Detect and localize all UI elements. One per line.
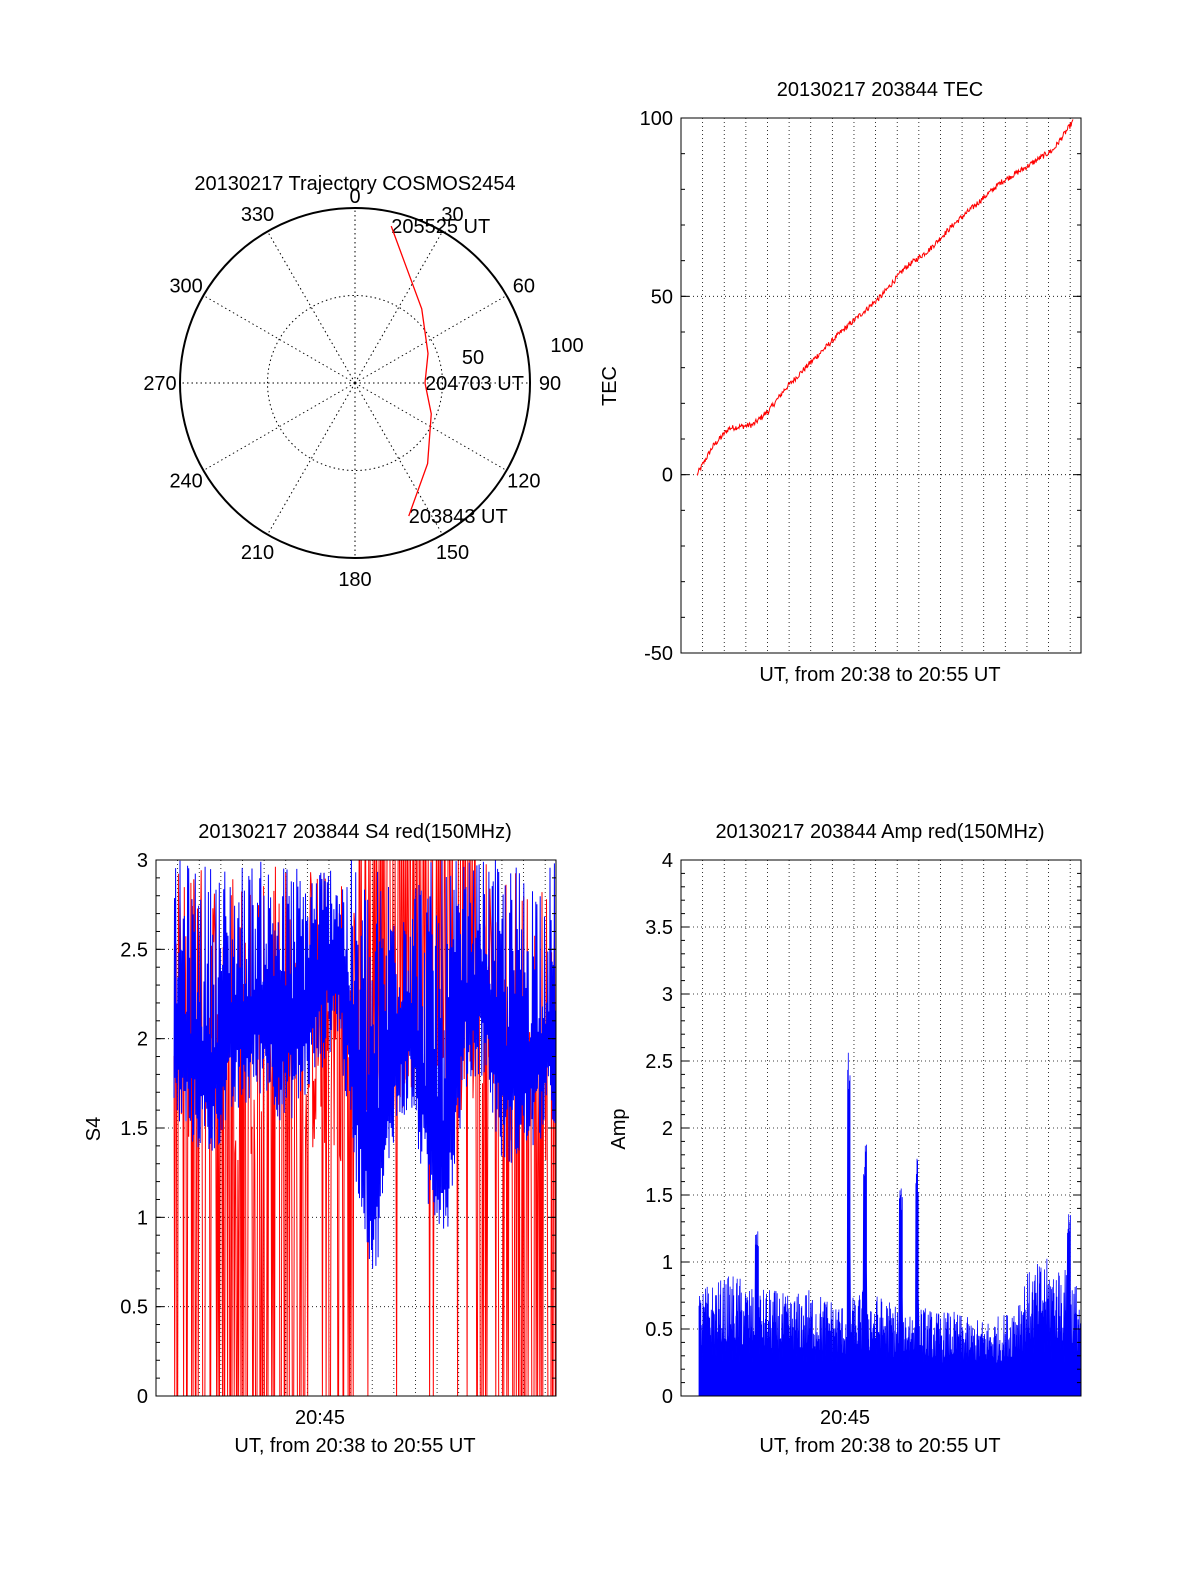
y-tick-label: 1 (137, 1207, 148, 1229)
polar-angle-label: 330 (241, 204, 274, 226)
amp-xlabel: UT, from 20:38 to 20:55 UT (759, 1435, 1000, 1457)
polar-grid (179, 207, 531, 559)
polar-spoke (203, 382, 356, 471)
trajectory-title: 20130217 Trajectory COSMOS2454 (194, 173, 515, 195)
s4-plot: 20130217 203844 S4 red(150MHz) UT, from … (83, 821, 557, 1457)
y-tick-label: 4 (662, 850, 673, 872)
tec-series (696, 119, 1074, 476)
polar-radius-label: 100 (550, 335, 583, 357)
polar-angle-label: 210 (241, 542, 274, 564)
polar-angle-label: 0 (349, 186, 360, 208)
polar-angle-label: 150 (436, 542, 469, 564)
y-tick-label: 2 (137, 1029, 148, 1051)
y-tick-label: 2.5 (120, 939, 148, 961)
tec-xlabel: UT, from 20:38 to 20:55 UT (759, 664, 1000, 686)
s4-series (173, 859, 557, 1397)
y-tick-label: 3 (662, 984, 673, 1006)
s4-ylabel: S4 (83, 1117, 105, 1141)
tec-grid (681, 118, 1081, 653)
trajectory-line (390, 225, 432, 517)
tec-plot: 20130217 203844 TEC UT, from 20:38 to 20… (599, 79, 1082, 686)
polar-ring (267, 295, 443, 471)
x-tick-label: 20:45 (820, 1407, 870, 1429)
y-tick-label: 2.5 (645, 1051, 673, 1073)
trajectory-time-label: 203843 UT (409, 506, 508, 528)
y-tick-label: 1 (662, 1252, 673, 1274)
amp-ticks: 0 0.5 1 1.5 2 2.5 3 3.5 4 20:45 (645, 850, 1081, 1429)
y-tick-label: 0 (662, 1386, 673, 1408)
polar-spoke (354, 295, 507, 384)
y-tick-label: 0 (137, 1386, 148, 1408)
polar-angle-label: 120 (507, 471, 540, 493)
tec-axes-frame (680, 117, 1082, 654)
y-tick-label: 3 (137, 850, 148, 872)
s4-title: 20130217 203844 S4 red(150MHz) (198, 821, 512, 843)
amp-bars (698, 1052, 1082, 1397)
amp-series (698, 1052, 1082, 1397)
polar-outer-circle (179, 207, 531, 559)
y-tick-label: 0 (662, 465, 673, 487)
y-tick-label: -50 (644, 643, 673, 665)
y-tick-label: 50 (651, 286, 673, 308)
polar-radius-label: 50 (462, 347, 484, 369)
s4-blue-line (173, 860, 557, 1269)
tec-ylabel: TEC (599, 366, 621, 406)
polar-angle-label: 60 (513, 276, 535, 298)
polar-angle-label: 180 (338, 569, 371, 591)
tec-line (696, 119, 1074, 476)
y-tick-label: 1.5 (645, 1185, 673, 1207)
polar-angle-label: 90 (539, 373, 561, 395)
amp-grid (681, 860, 1081, 1396)
y-tick-label: 0.5 (645, 1319, 673, 1341)
amp-title: 20130217 203844 Amp red(150MHz) (715, 821, 1044, 843)
y-tick-label: 1.5 (120, 1118, 148, 1140)
amp-plot: 20130217 203844 Amp red(150MHz) UT, from… (608, 821, 1082, 1457)
polar-angle-label: 270 (143, 373, 176, 395)
amp-base-fill (699, 1362, 1081, 1396)
trajectory-track (390, 225, 432, 517)
trajectory-polar-plot: 20130217 Trajectory COSMOS2454 0 30 60 90 12… (143, 173, 583, 591)
y-tick-label: 0.5 (120, 1297, 148, 1319)
tec-ticks: -50 0 50 100 (640, 108, 1081, 665)
trajectory-time-label: 205525 UT (391, 216, 490, 238)
x-tick-label: 20:45 (295, 1407, 345, 1429)
tec-title: 20130217 203844 TEC (777, 79, 983, 101)
polar-spoke (354, 231, 443, 384)
y-tick-label: 3.5 (645, 917, 673, 939)
s4-xlabel: UT, from 20:38 to 20:55 UT (234, 1435, 475, 1457)
trajectory-time-label: 204703 UT (425, 373, 524, 395)
y-tick-label: 2 (662, 1118, 673, 1140)
s4-ticks: 0 0.5 1 1.5 2 2.5 3 20:45 (120, 850, 556, 1429)
polar-labels: 0 30 60 90 120 150 180 210 240 270 300 330 50 100 2055… (143, 186, 583, 591)
polar-angle-label: 300 (169, 276, 202, 298)
polar-angle-label: 30 (441, 204, 463, 226)
amp-ylabel: Amp (608, 1108, 630, 1149)
polar-angle-label: 240 (169, 471, 202, 493)
y-tick-label: 100 (640, 108, 673, 130)
polar-spoke (267, 382, 356, 535)
